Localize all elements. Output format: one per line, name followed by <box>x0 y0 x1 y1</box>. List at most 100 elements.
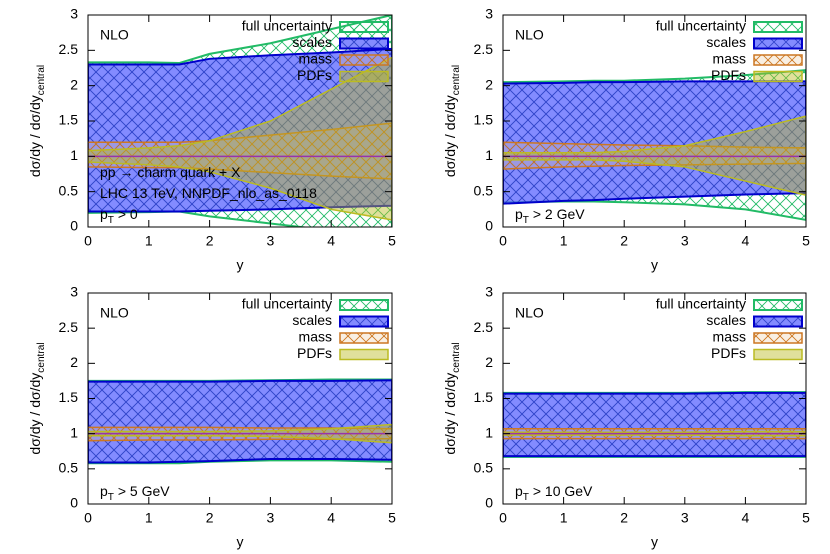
y-axis-label: dσ/dy / dσ/dycentral <box>27 342 47 454</box>
subscript: T <box>108 492 114 503</box>
text-part: > 10 GeV <box>529 483 593 499</box>
subscript: central <box>36 342 47 372</box>
uncertainty-band <box>88 379 392 464</box>
text-part: > 2 GeV <box>529 206 585 222</box>
x-tick-label: 1 <box>145 233 153 249</box>
y-tick-label: 1.5 <box>474 389 494 405</box>
x-tick-label: 2 <box>620 510 628 526</box>
uncertainty-band <box>503 391 806 458</box>
x-tick-label: 0 <box>499 510 507 526</box>
legend-swatch <box>339 299 389 311</box>
plot-area <box>503 69 806 221</box>
text-part: p <box>100 483 108 499</box>
x-tick-label: 4 <box>327 233 335 249</box>
text-part: dσ/dy / dσ/dy <box>27 373 43 455</box>
plot-area <box>88 15 392 227</box>
text-part: p <box>515 206 523 222</box>
legend-label: scales <box>292 34 332 50</box>
text-part: LHC 13 TeV, NNPDF_nlo_as_0118 <box>100 185 317 201</box>
legend-label: full uncertainty <box>242 296 332 312</box>
text-part: dσ/dy / dσ/dy <box>27 95 43 177</box>
legend-swatch <box>753 332 803 344</box>
panel-title: NLO <box>100 27 129 43</box>
x-tick-label: 2 <box>206 233 214 249</box>
subscript: T <box>523 215 529 226</box>
x-axis-label: y <box>237 257 244 273</box>
x-axis-label: y <box>651 534 658 550</box>
y-tick-label: 2 <box>485 354 493 370</box>
x-tick-label: 4 <box>742 233 750 249</box>
x-tick-label: 4 <box>327 510 335 526</box>
y-tick-label: 1.5 <box>59 112 79 128</box>
x-axis-label: y <box>651 257 658 273</box>
y-axis-label: dσ/dy / dσ/dycentral <box>442 65 462 177</box>
y-tick-label: 2.5 <box>474 319 494 335</box>
y-tick-label: 2.5 <box>59 41 79 57</box>
subscript: central <box>451 342 462 372</box>
x-tick-label: 3 <box>681 233 689 249</box>
x-tick-label: 1 <box>560 510 568 526</box>
subscript: T <box>523 492 529 503</box>
legend-label: scales <box>706 312 746 328</box>
y-tick-label: 3 <box>70 6 78 22</box>
legend-swatch <box>753 70 803 83</box>
x-axis-label: y <box>237 534 244 550</box>
y-tick-label: 1.5 <box>474 112 494 128</box>
legend-label: mass <box>299 51 332 67</box>
plot-area <box>503 391 806 458</box>
x-tick-label: 0 <box>84 233 92 249</box>
y-tick-label: 3 <box>485 284 493 300</box>
y-tick-label: 0.5 <box>59 460 79 476</box>
x-tick-label: 5 <box>802 233 810 249</box>
text-part: > 5 GeV <box>114 483 170 499</box>
annotation: LHC 13 TeV, NNPDF_nlo_as_0118 <box>100 185 317 201</box>
y-tick-label: 2 <box>485 76 493 92</box>
legend-label: PDFs <box>711 345 746 361</box>
y-tick-label: 1 <box>485 424 493 440</box>
legend-swatch <box>753 21 803 33</box>
x-tick-label: 2 <box>206 510 214 526</box>
y-tick-label: 0 <box>70 218 78 234</box>
x-tick-label: 5 <box>388 233 396 249</box>
annotation: pT > 2 GeV <box>515 206 585 226</box>
y-tick-label: 0.5 <box>474 460 494 476</box>
y-tick-label: 0 <box>485 495 493 511</box>
legend-label: PDFs <box>711 67 746 83</box>
legend-swatch <box>753 348 803 361</box>
uncertainty-band <box>503 80 806 205</box>
x-tick-label: 0 <box>499 233 507 249</box>
x-tick-label: 3 <box>681 510 689 526</box>
legend-label: mass <box>713 51 746 67</box>
y-tick-label: 0 <box>485 218 493 234</box>
x-tick-label: 2 <box>620 233 628 249</box>
panel-title: NLO <box>515 27 544 43</box>
annotation: pT > 5 GeV <box>100 483 170 503</box>
legend-swatch <box>339 54 389 66</box>
x-tick-label: 5 <box>388 510 396 526</box>
subscript: central <box>36 65 47 95</box>
legend-label: scales <box>706 34 746 50</box>
legend-label: mass <box>299 329 332 345</box>
x-tick-label: 1 <box>145 510 153 526</box>
legend-swatch <box>339 315 389 328</box>
uncertainty-band <box>88 56 392 221</box>
y-tick-label: 3 <box>70 284 78 300</box>
legend-swatch <box>753 315 803 328</box>
legend-label: full uncertainty <box>656 18 746 34</box>
legend-label: scales <box>292 312 332 328</box>
x-tick-label: 4 <box>742 510 750 526</box>
y-tick-label: 0 <box>70 495 78 511</box>
x-tick-label: 3 <box>267 233 275 249</box>
x-tick-label: 5 <box>802 510 810 526</box>
x-tick-label: 1 <box>560 233 568 249</box>
text-part: dσ/dy / dσ/dy <box>442 95 458 177</box>
legend-swatch <box>339 70 389 83</box>
y-tick-label: 1 <box>70 424 78 440</box>
legend-label: PDFs <box>297 345 332 361</box>
y-tick-label: 2.5 <box>59 319 79 335</box>
text-part: pp → charm quark + X <box>100 164 241 180</box>
y-axis-label: dσ/dy / dσ/dycentral <box>442 342 462 454</box>
annotation: pT > 0 <box>100 206 138 226</box>
legend-swatch <box>753 37 803 50</box>
legend-swatch <box>339 21 389 33</box>
